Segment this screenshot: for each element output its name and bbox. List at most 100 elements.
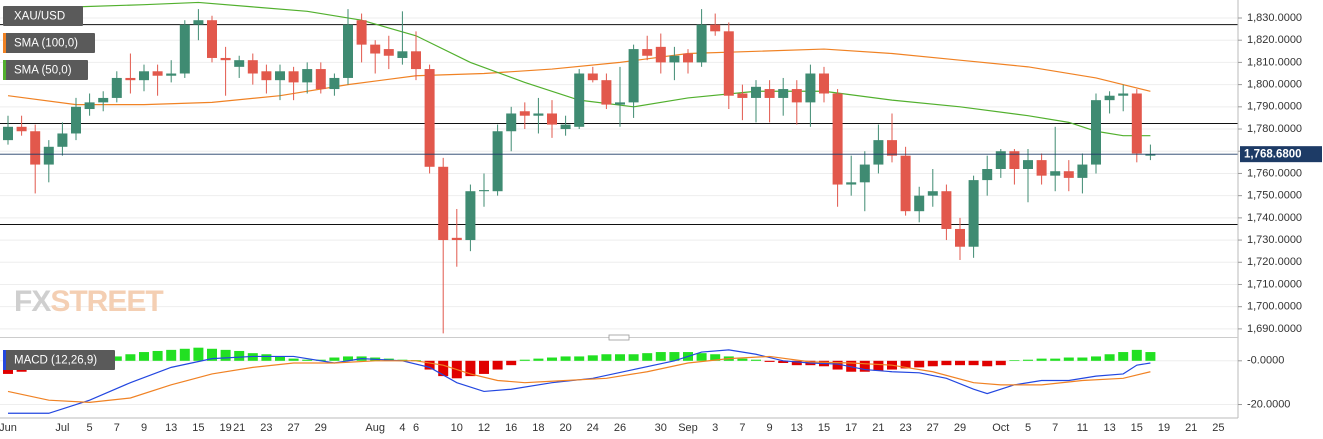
macd-bar [968,360,979,366]
x-tick-label: 24 [587,422,599,434]
y-tick-label: 1,730.0000 [1247,234,1302,246]
macd-bar [710,354,721,361]
x-tick-label: Jul [55,422,69,434]
x-tick-label: 4 [399,422,405,434]
candle-body [519,111,530,116]
price-pane: FX STREET [0,1,1238,334]
candle-body [343,24,353,78]
macd-bar [125,354,136,361]
x-tick-label: 27 [927,422,939,434]
candle-body [859,164,870,183]
y-tick-label: 1,720.0000 [1247,256,1302,268]
candle-body [438,166,449,241]
macd-bar [615,354,625,361]
candle-body [302,69,313,83]
x-tick-label: 9 [767,422,773,434]
macd-bar [1118,352,1129,361]
x-tick-label: 26 [614,422,626,434]
candle-body [669,55,680,63]
macd-bar [873,360,884,371]
x-tick-label: Jun [0,422,17,434]
macd-bar [424,360,435,370]
x-tick-label: 21 [1185,422,1197,434]
macd-line [7,355,1151,403]
x-tick-label: 15 [1131,422,1143,434]
candle-body [383,49,394,56]
macd-bar [1036,358,1047,361]
candle-body [71,106,81,134]
x-tick-label: 3 [712,422,718,434]
macd-bar [193,347,204,361]
x-tick-label: 23 [899,422,911,434]
candle-body [642,49,653,56]
macd-bar [914,360,925,368]
candle-body [193,20,204,25]
macd-bar [275,356,285,361]
x-tick-label: 20 [559,422,571,434]
candle-body [560,124,571,130]
macd-bar [560,356,571,361]
macd-bar [1050,358,1061,361]
macd-bar [764,360,775,362]
watermark: FX [14,285,51,318]
candle-body [16,126,27,132]
candle-body [846,182,857,185]
macd-bar [139,352,149,361]
separator-handle[interactable] [608,334,630,341]
macd-bar [519,359,530,361]
macd-bar [220,349,231,361]
y-tick-label: 1,740.0000 [1247,212,1302,224]
macd-bar [343,356,353,361]
x-tick-label: 21 [872,422,884,434]
candle-body [1023,160,1033,169]
macd-bar [1145,352,1156,361]
macd-bar [696,353,707,361]
x-tick-label: 18 [532,422,544,434]
macd-bar [261,354,272,361]
candle-body [900,155,911,212]
x-tick-label: 10 [451,422,463,434]
candle-body [1104,95,1115,101]
y-tick-label: 1,760.0000 [1247,167,1302,179]
macd-bar [152,350,163,361]
y-tick-label: 1,820.0000 [1247,34,1302,46]
macd-bar [669,352,680,361]
x-tick-label: 6 [413,422,419,434]
macd-bar [288,358,299,361]
candle-body [1050,171,1061,176]
candle-body [587,73,598,81]
macd-bar [547,357,557,361]
macd-bar [941,360,952,366]
candle-body [941,191,952,229]
candle-body [397,51,408,58]
legend-label: SMA (100,0) [14,38,78,50]
candle-body [655,46,666,63]
x-tick-label: 19 [1158,422,1170,434]
macd-bar [1104,354,1115,361]
candle-body [465,191,476,241]
candle-body [764,89,775,98]
candle-body [329,77,340,90]
macd-bar [751,359,761,361]
candle-body [98,97,109,103]
candle-body [574,73,585,127]
candle-body [982,168,993,181]
legend-label: MACD (12,26,9) [14,355,97,367]
y-tick-label: 1,810.0000 [1247,56,1302,68]
candle-body [1036,160,1047,176]
x-tick-label: 21 [233,422,245,434]
candle-body [247,60,258,74]
y-tick-label: 1,710.0000 [1247,278,1302,290]
legend-box [3,6,83,26]
macd-bar [302,359,313,361]
candle-body [370,44,381,54]
candle-body [1063,171,1074,178]
candle-body [751,86,761,98]
x-tick-label: 5 [1025,422,1031,434]
macd-bar [329,357,340,361]
candle-body [995,151,1006,169]
candle-body [683,53,693,63]
last-price-tag [1240,146,1322,163]
candle-body [166,73,177,76]
